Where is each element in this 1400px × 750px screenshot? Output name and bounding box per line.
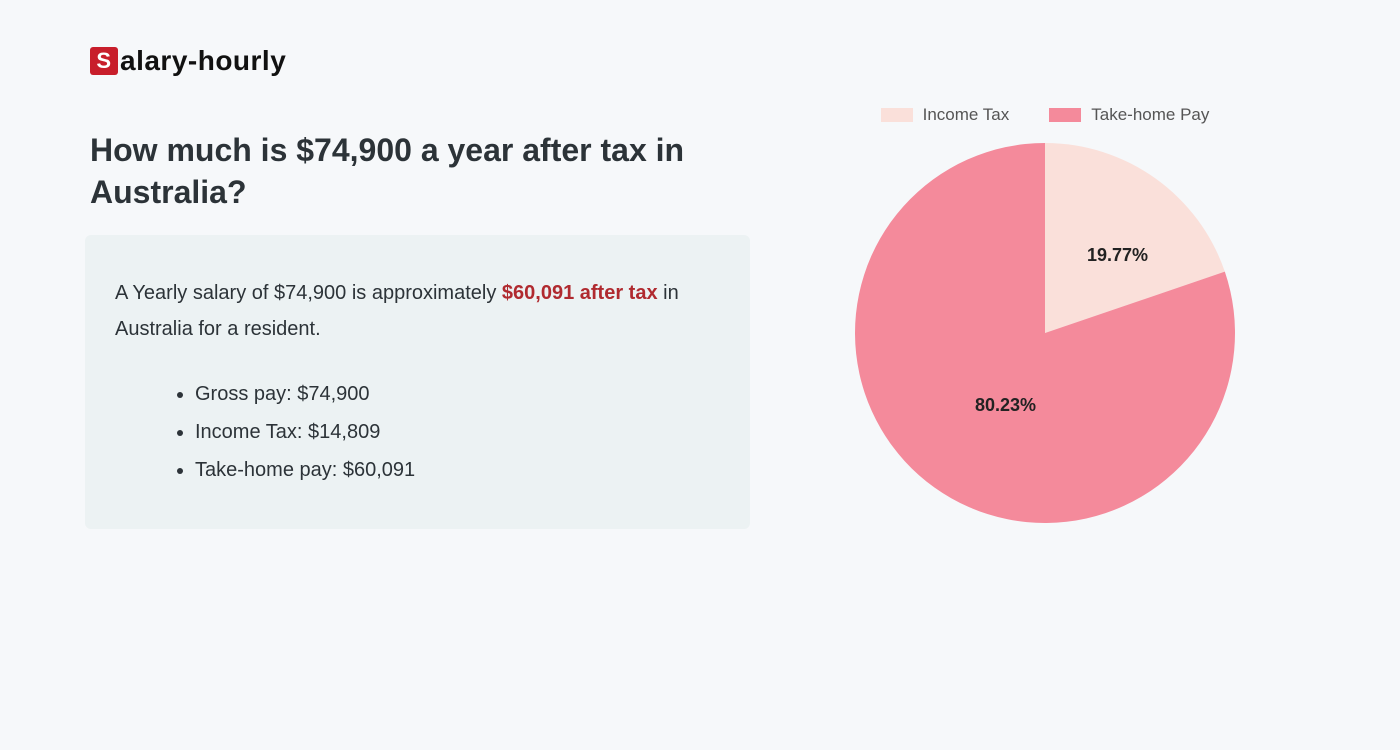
list-item: Gross pay: $74,900 <box>195 375 720 413</box>
list-item: Income Tax: $14,809 <box>195 413 720 451</box>
pie-slice-label-income-tax: 19.77% <box>1087 245 1148 266</box>
summary-highlight: $60,091 after tax <box>502 282 658 304</box>
summary-list: Gross pay: $74,900 Income Tax: $14,809 T… <box>115 375 720 489</box>
logo-badge: S <box>90 47 118 75</box>
chart-legend: Income Tax Take-home Pay <box>825 105 1265 125</box>
pie-svg <box>855 143 1235 523</box>
summary-box: A Yearly salary of $74,900 is approximat… <box>85 235 750 529</box>
pie-chart: 19.77% 80.23% <box>855 143 1235 523</box>
pie-slice-label-take-home: 80.23% <box>975 395 1036 416</box>
summary-prefix: A Yearly salary of $74,900 is approximat… <box>115 282 502 304</box>
list-item: Take-home pay: $60,091 <box>195 451 720 489</box>
site-logo: Salary-hourly <box>90 45 286 77</box>
legend-item: Take-home Pay <box>1049 105 1209 125</box>
pie-chart-area: Income Tax Take-home Pay 19.77% 80.23% <box>825 105 1265 523</box>
legend-swatch-take-home <box>1049 108 1081 122</box>
summary-sentence: A Yearly salary of $74,900 is approximat… <box>115 275 720 347</box>
page-title: How much is $74,900 a year after tax in … <box>90 130 710 213</box>
legend-swatch-income-tax <box>881 108 913 122</box>
legend-label: Income Tax <box>923 105 1010 125</box>
legend-item: Income Tax <box>881 105 1010 125</box>
legend-label: Take-home Pay <box>1091 105 1209 125</box>
logo-text: alary-hourly <box>120 45 286 77</box>
